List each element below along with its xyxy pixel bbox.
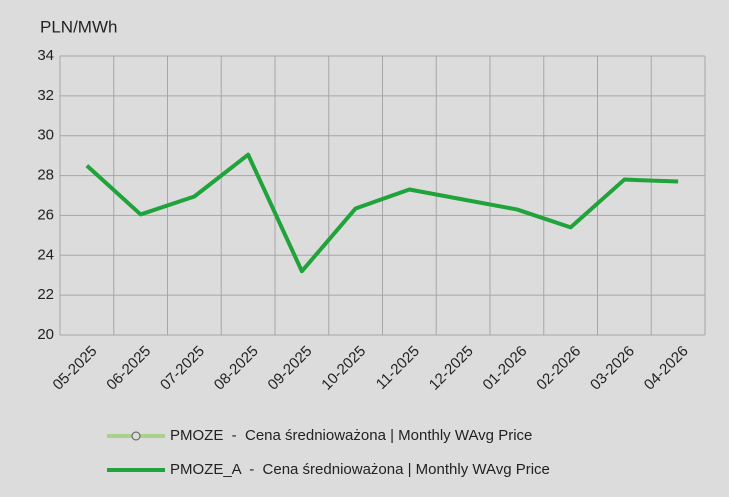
legend-label: PMOZE_A - Cena średnioważona | Monthly W… (170, 461, 550, 478)
legend-marker (131, 431, 141, 441)
y-tick-label: 32 (37, 87, 54, 104)
y-tick-label: 28 (37, 167, 54, 184)
y-tick-label: 30 (37, 127, 54, 144)
series-line (85, 152, 679, 274)
y-tick-label: 24 (37, 246, 54, 263)
y-tick-label: 20 (37, 326, 54, 343)
y-tick-label: 34 (37, 47, 54, 64)
y-axis-label: PLN/MWh (40, 17, 117, 36)
legend-label: PMOZE - Cena średnioważona | Monthly WAv… (170, 427, 532, 444)
y-tick-label: 22 (37, 286, 54, 303)
y-tick-label: 26 (37, 206, 54, 223)
